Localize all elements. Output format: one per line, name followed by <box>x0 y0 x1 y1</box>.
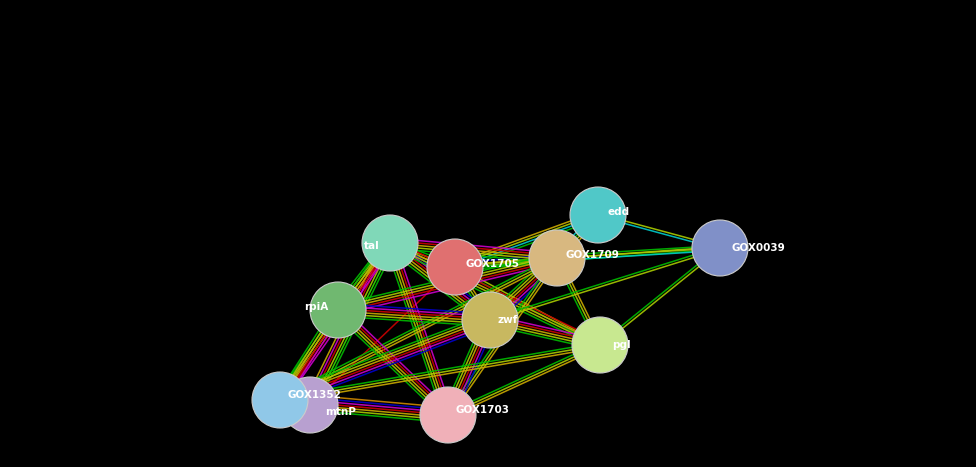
Text: GOX1703: GOX1703 <box>456 405 510 415</box>
Circle shape <box>570 187 626 243</box>
Text: mtnP: mtnP <box>325 407 356 417</box>
Circle shape <box>310 282 366 338</box>
Text: tal: tal <box>364 241 380 251</box>
Text: GOX0039: GOX0039 <box>732 243 786 253</box>
Circle shape <box>362 215 418 271</box>
Circle shape <box>692 220 748 276</box>
Text: zwf: zwf <box>498 315 518 325</box>
Circle shape <box>252 372 308 428</box>
Circle shape <box>462 292 518 348</box>
Circle shape <box>427 239 483 295</box>
Text: GOX1352: GOX1352 <box>288 390 342 400</box>
Text: edd: edd <box>608 207 630 217</box>
Text: GOX1709: GOX1709 <box>565 250 619 260</box>
Circle shape <box>420 387 476 443</box>
Circle shape <box>572 317 628 373</box>
Circle shape <box>282 377 338 433</box>
Circle shape <box>529 230 585 286</box>
Text: rpiA: rpiA <box>304 302 328 312</box>
Text: GOX1705: GOX1705 <box>465 259 519 269</box>
Text: pgl: pgl <box>612 340 630 350</box>
